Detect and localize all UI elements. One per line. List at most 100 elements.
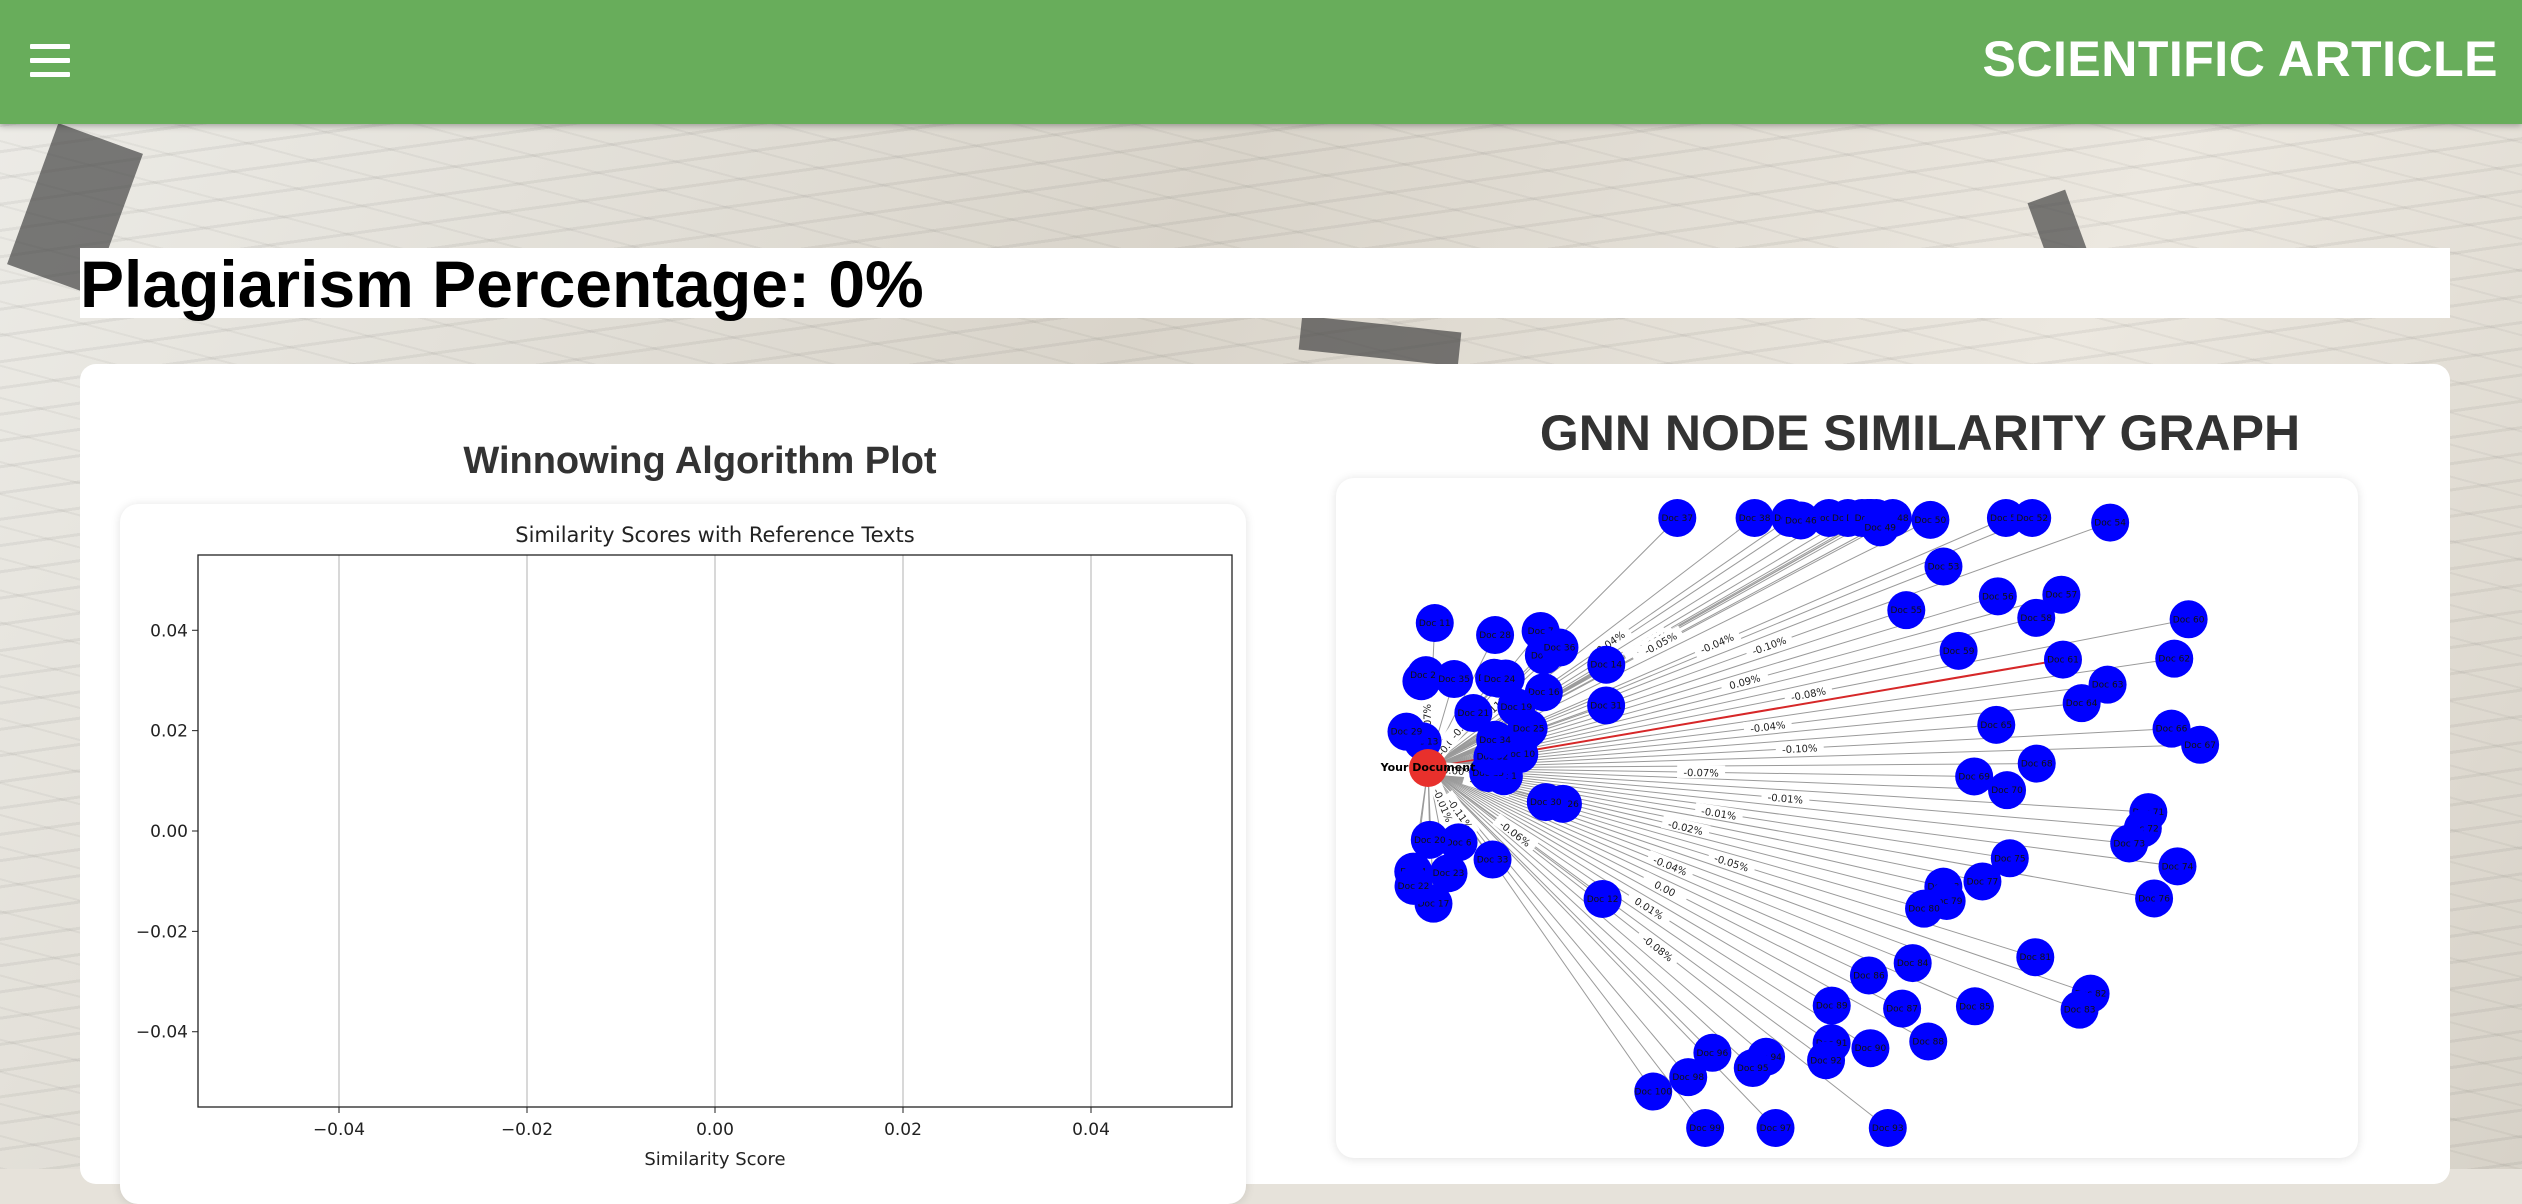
document-node [1540, 628, 1579, 667]
node-label: Doc 76 [2138, 894, 2170, 904]
node-label: Doc 73 [2113, 839, 2145, 849]
gnn-section-title: GNN NODE SIMILARITY GRAPH [1539, 405, 2301, 461]
document-node [2017, 744, 2056, 783]
node-label: Doc 58 [2020, 614, 2052, 624]
document-node [2155, 639, 2194, 678]
node-label: Doc 46 [1785, 516, 1817, 526]
document-node [1387, 712, 1426, 751]
node-label: Doc 63 [2092, 681, 2124, 691]
node-label: Doc 86 [1853, 971, 1885, 981]
edge-label: -0.04% [1750, 720, 1786, 735]
document-node [1480, 659, 1519, 698]
document-node [2158, 847, 2197, 886]
node-label: Doc 89 [1816, 1002, 1848, 1012]
node-label: Doc 83 [2064, 1006, 2096, 1016]
document-node [1473, 840, 1512, 879]
edge-label-bg [1635, 625, 1685, 660]
winnowing-plot-card: Similarity Scores with Reference Texts −0… [120, 504, 1246, 1204]
document-node [1883, 989, 1922, 1028]
edge-label-bg [1625, 889, 1674, 927]
results-panel: Winnowing Algorithm Plot GNN NODE SIMILA… [80, 364, 2450, 1204]
node-label: Doc 23 [1433, 869, 1465, 879]
node-label: Doc 92 [1810, 1056, 1842, 1066]
node-label: Doc 60 [2173, 615, 2205, 625]
node-label: Doc 65 [1980, 721, 2012, 731]
x-tick-label: 0.02 [884, 1120, 922, 1140]
node-label: Doc 28 [1479, 631, 1511, 641]
node-label: Doc 55 [1890, 606, 1922, 616]
node-label: Doc 99 [1689, 1124, 1721, 1134]
edge-label-bg [1706, 848, 1757, 876]
document-node [1526, 783, 1565, 822]
document-node [2043, 640, 2082, 679]
node-label: Doc 33 [1477, 856, 1509, 866]
node-label: Doc 84 [1897, 959, 1929, 969]
document-node [1988, 771, 2027, 810]
node-label: Doc 11 [1419, 619, 1451, 629]
edge-label-bg [1775, 740, 1825, 756]
node-label: Doc 12 [1587, 895, 1619, 905]
graph-edge [1427, 767, 2130, 844]
document-node [2062, 684, 2101, 723]
node-label: Doc 61 [2047, 656, 2079, 666]
document-node [2135, 879, 2174, 918]
document-node [2169, 600, 2208, 639]
node-label: Doc 52 [2016, 514, 2048, 524]
node-label: Doc 70 [1991, 786, 2023, 796]
document-node [2016, 938, 2055, 977]
x-axis-label: Similarity Score [644, 1149, 785, 1170]
node-label: Doc 69 [1958, 772, 1990, 782]
edge-label: -0.07% [1683, 768, 1719, 780]
edge-label: -0.01% [1700, 806, 1737, 822]
document-node [1756, 1109, 1795, 1147]
document-node [2060, 990, 2099, 1029]
winnowing-chart: Similarity Scores with Reference Texts −0… [136, 523, 1233, 1170]
x-tick-label: −0.02 [501, 1120, 553, 1140]
node-label: Doc 14 [1590, 661, 1622, 671]
node-label: Doc 95 [1737, 1064, 1769, 1074]
node-label: Doc 56 [1982, 592, 2014, 602]
document-node [1410, 820, 1449, 859]
graph-edge [1427, 767, 1713, 1054]
document-node [2152, 709, 2191, 748]
node-label: Doc 50 [1915, 516, 1947, 526]
edge-label-bg [1645, 850, 1696, 881]
node-label: Doc 98 [1672, 1073, 1704, 1083]
node-label: Doc 19 [1500, 703, 1532, 713]
document-node [1406, 656, 1445, 695]
node-label: Doc 53 [1928, 563, 1960, 573]
x-tick-label: 0.00 [696, 1120, 734, 1140]
document-node [2013, 499, 2052, 537]
document-node [2110, 824, 2149, 863]
node-label: Doc 54 [2094, 519, 2126, 529]
node-label: Doc 96 [1697, 1049, 1729, 1059]
node-label: Doc 30 [1530, 798, 1562, 808]
node-label: Doc 6 [1446, 838, 1472, 848]
edge-label: -0.07% [1423, 704, 1435, 740]
edge-label-bg [1760, 789, 1810, 807]
y-tick-label: 0.00 [150, 822, 188, 842]
document-node [1429, 854, 1468, 893]
node-label: Doc 38 [1739, 514, 1771, 524]
document-node [1587, 686, 1626, 725]
document-node [1955, 987, 1994, 1026]
document-node [1435, 660, 1474, 699]
node-label: Doc 100 [1635, 1088, 1673, 1098]
document-node [1905, 889, 1944, 928]
node-label: Doc 88 [1912, 1037, 1944, 1047]
node-label: Doc 67 [2184, 741, 2216, 751]
graph-edge [1427, 767, 2178, 867]
graph-edge [1427, 767, 1832, 1007]
node-label: Doc 90 [1855, 1044, 1887, 1054]
document-node [1986, 499, 2025, 537]
gnn-similarity-graph: -0.01%0.01%-0.06%0.00%-0.09%-0.09%-0.10%… [1380, 499, 2220, 1147]
document-node [1851, 1029, 1890, 1068]
document-node [2091, 503, 2130, 542]
node-label: Doc 20 [1414, 836, 1446, 846]
edge-label-bg [1428, 780, 1459, 830]
document-node [1658, 499, 1697, 537]
hamburger-menu-icon[interactable] [30, 44, 70, 80]
node-label: Doc 97 [1760, 1124, 1792, 1134]
node-label: Doc 7 [1528, 627, 1554, 637]
